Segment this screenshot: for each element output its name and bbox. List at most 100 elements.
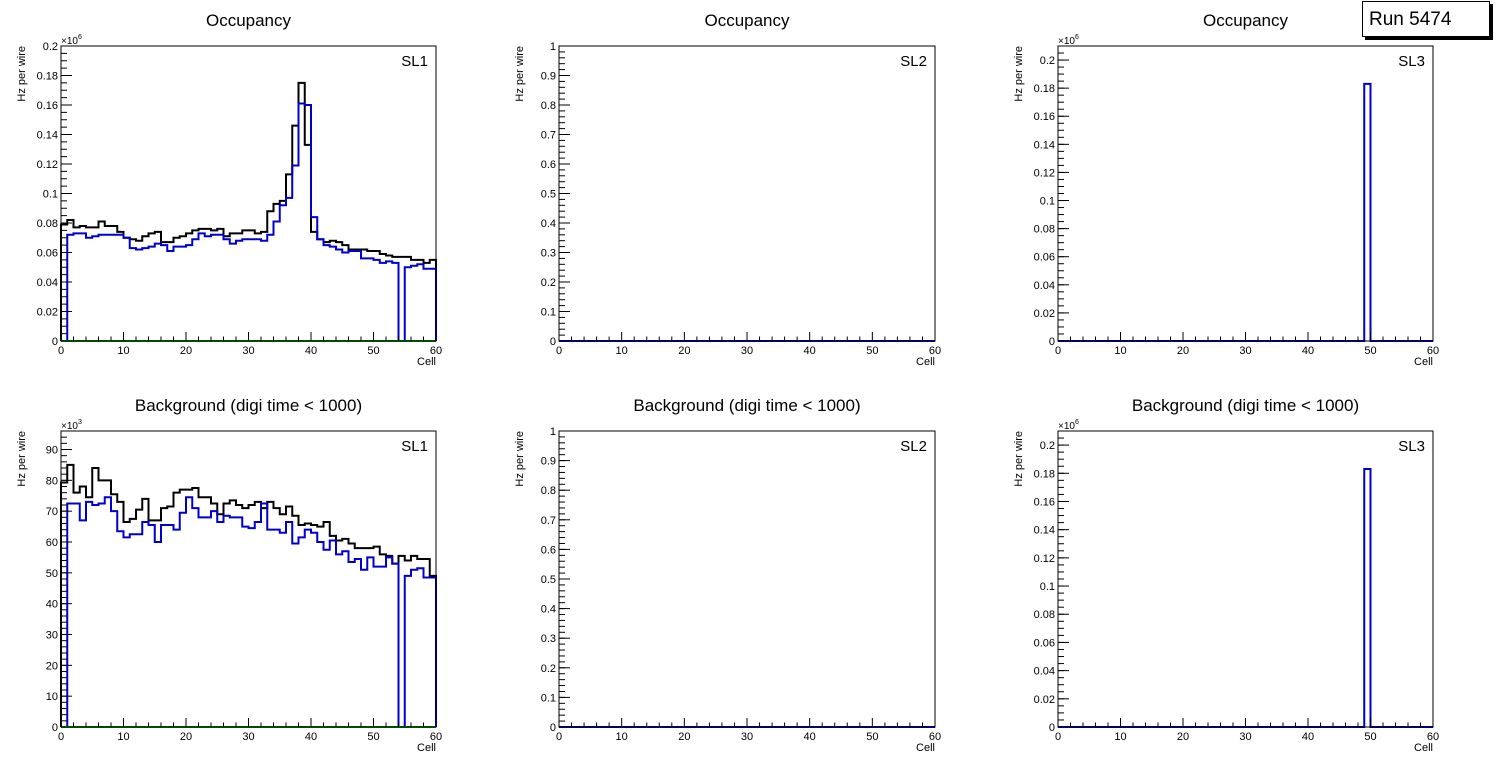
y-tick-label: 50 [46, 568, 58, 580]
panel-title: Occupancy [1203, 11, 1289, 30]
x-tick-label: 40 [804, 731, 816, 743]
plot-frame [60, 45, 437, 342]
x-tick-label: 0 [1055, 731, 1061, 743]
x-tick-label: 50 [1364, 731, 1376, 743]
y-axis-label: Hz per wire [16, 431, 28, 487]
x-tick-label: 0 [556, 731, 562, 743]
panel-title: Background (digi time < 1000) [633, 396, 860, 415]
y-tick-label: 0 [1049, 722, 1055, 734]
series-blue [61, 496, 437, 728]
y-tick-label: 1 [550, 426, 556, 438]
y-tick-label: 0.14 [37, 130, 58, 142]
y-tick-label: 0.12 [1034, 553, 1055, 565]
panel-label: SL1 [401, 438, 428, 455]
x-tick-label: 10 [616, 731, 628, 743]
y-tick-label: 0.2 [541, 277, 556, 289]
y-tick-label: 0.1 [541, 692, 556, 704]
y-tick-label: 0.04 [1034, 280, 1055, 292]
x-tick-label: 50 [367, 731, 379, 743]
y-axis-exponent-power: 3 [78, 419, 82, 426]
y-axis-exponent-power: 6 [1075, 419, 1079, 426]
y-tick-label: 1 [550, 41, 556, 53]
y-tick-label: 0.3 [541, 248, 556, 260]
y-tick-label: 0.2 [541, 663, 556, 675]
x-axis-label: Cell [417, 742, 436, 754]
y-axis-label: Hz per wire [1013, 431, 1025, 487]
y-tick-label: 0.2 [1040, 440, 1055, 452]
x-tick-label: 60 [430, 345, 442, 357]
x-tick-label: 40 [1302, 731, 1314, 743]
x-tick-label: 50 [367, 345, 379, 357]
series-blue [1058, 468, 1433, 728]
plot-frame [558, 45, 936, 342]
y-axis-exponent: ×103 [61, 419, 82, 432]
y-tick-label: 90 [46, 445, 58, 457]
x-tick-label: 50 [866, 345, 878, 357]
panel-title: Occupancy [206, 11, 292, 30]
panel-title: Occupancy [704, 11, 790, 30]
y-tick-label: 0.14 [1034, 525, 1055, 537]
y-tick-label: 0.9 [541, 71, 556, 83]
histogram-panel-sl3-background: Background (digi time < 1000) 0 10 20 30 40 50… [1013, 396, 1439, 754]
x-tick-label: 30 [242, 731, 254, 743]
y-tick-label: 0.1 [43, 189, 58, 201]
histogram-panel-sl2-occupancy: Occupancy 0 10 20 30 40 50 60 0 0.1 0.2 0.3 0.4 0.5 0.… [514, 11, 941, 368]
x-tick-label: 20 [678, 345, 690, 357]
y-tick-label: 0 [52, 336, 58, 348]
series-blue [1058, 82, 1433, 342]
x-tick-label: 40 [305, 345, 317, 357]
x-axis-label: Cell [1414, 742, 1433, 754]
y-tick-label: 0 [1049, 336, 1055, 348]
x-tick-label: 30 [741, 731, 753, 743]
x-tick-label: 0 [1055, 345, 1061, 357]
y-tick-label: 0.04 [1034, 666, 1055, 678]
y-tick-label: 0.1 [1040, 581, 1055, 593]
y-tick-label: 0.1 [1040, 196, 1055, 208]
x-tick-label: 50 [866, 731, 878, 743]
panel-label: SL3 [1398, 53, 1425, 70]
y-tick-label: 0 [550, 336, 556, 348]
series-black [60, 81, 437, 341]
x-tick-label: 20 [1177, 731, 1189, 743]
y-tick-label: 0.16 [1034, 496, 1055, 508]
y-tick-label: 0.06 [1034, 637, 1055, 649]
y-tick-label: 80 [46, 475, 58, 487]
x-axis-label: Cell [916, 742, 935, 754]
y-axis-label: Hz per wire [514, 431, 526, 487]
plot-frame [1057, 45, 1434, 342]
y-tick-label: 0.1 [541, 307, 556, 319]
y-tick-label: 20 [46, 660, 58, 672]
x-tick-label: 0 [58, 731, 64, 743]
y-tick-label: 60 [46, 537, 58, 549]
y-tick-label: 0.08 [1034, 609, 1055, 621]
panel-title: Background (digi time < 1000) [135, 396, 362, 415]
run-label-box: Run 5474 [1362, 1, 1490, 37]
y-tick-label: 0 [550, 722, 556, 734]
y-tick-label: 0.18 [1034, 83, 1055, 95]
y-axis-exponent: ×106 [1058, 419, 1079, 432]
x-tick-label: 20 [1177, 345, 1189, 357]
y-tick-label: 0.7 [541, 130, 556, 142]
x-tick-label: 20 [180, 345, 192, 357]
y-axis-label: Hz per wire [1013, 46, 1025, 102]
panel-label: SL2 [900, 438, 927, 455]
x-tick-label: 60 [929, 345, 941, 357]
x-axis-label: Cell [1414, 356, 1433, 368]
run-label: Run 5474 [1369, 9, 1452, 30]
y-tick-label: 0.06 [1034, 252, 1055, 264]
x-tick-label: 40 [1302, 345, 1314, 357]
y-tick-label: 0.6 [541, 159, 556, 171]
y-tick-label: 0.18 [1034, 468, 1055, 480]
y-tick-label: 30 [46, 630, 58, 642]
y-tick-label: 0.2 [43, 41, 58, 53]
y-tick-label: 0.5 [541, 189, 556, 201]
y-axis-exponent: ×106 [61, 34, 82, 47]
y-tick-label: 0.02 [1034, 308, 1055, 320]
y-axis-exponent-power: 6 [1075, 34, 1079, 41]
y-tick-label: 0.3 [541, 633, 556, 645]
x-axis-label: Cell [916, 356, 935, 368]
y-tick-label: 0.8 [541, 100, 556, 112]
y-tick-label: 40 [46, 599, 58, 611]
y-tick-label: 0.12 [1034, 167, 1055, 179]
y-tick-label: 0.08 [1034, 224, 1055, 236]
